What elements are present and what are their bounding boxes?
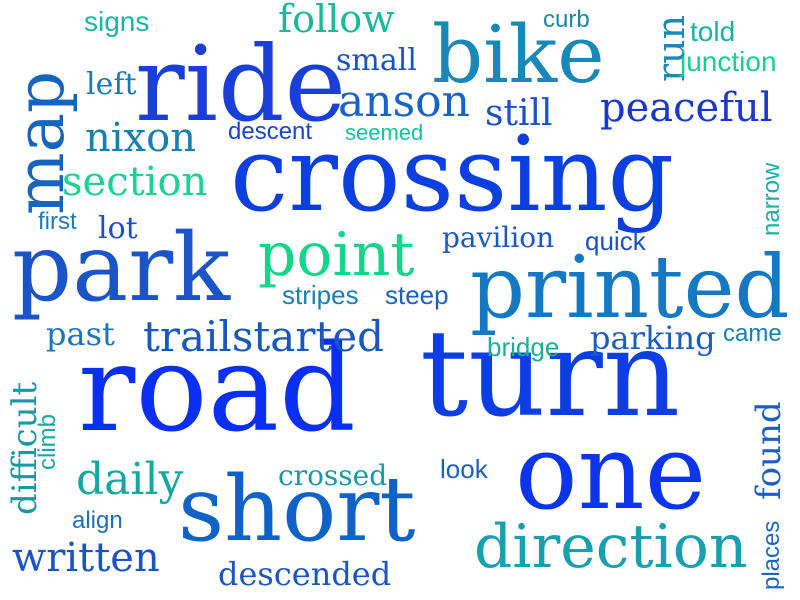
word-small: small bbox=[336, 43, 417, 78]
word-lot: lot bbox=[98, 211, 138, 246]
word-daily: daily bbox=[76, 454, 184, 505]
word-quick: quick bbox=[585, 226, 646, 256]
word-ride: ride bbox=[135, 23, 347, 145]
word-descent: descent bbox=[228, 118, 313, 145]
word-seemed: seemed bbox=[345, 120, 424, 145]
word-came: came bbox=[723, 320, 782, 347]
word-crossing: crossing bbox=[230, 113, 675, 235]
word-section: section bbox=[62, 159, 208, 205]
word-steep: steep bbox=[385, 280, 449, 310]
word-written: written bbox=[12, 535, 160, 581]
word-narrow: narrow bbox=[758, 162, 785, 236]
word-crossed: crossed bbox=[278, 459, 388, 492]
word-short: short bbox=[178, 457, 416, 562]
word-look: look bbox=[440, 454, 488, 484]
word-past: past bbox=[46, 315, 115, 353]
word-found: found bbox=[749, 401, 789, 500]
word-align: align bbox=[72, 507, 123, 534]
word-follow: follow bbox=[278, 0, 395, 41]
word-direction: direction bbox=[474, 512, 748, 582]
word-anson: anson bbox=[338, 76, 470, 127]
word-places: places bbox=[758, 520, 785, 590]
word-descended: descended bbox=[218, 555, 392, 593]
word-first: first bbox=[38, 208, 77, 235]
word-told: told bbox=[690, 16, 736, 47]
word-peaceful: peaceful bbox=[600, 85, 773, 131]
word-park: park bbox=[12, 214, 231, 323]
word-printed: printed bbox=[470, 238, 790, 338]
word-pavilion: pavilion bbox=[442, 221, 555, 254]
word-bike: bike bbox=[432, 8, 605, 101]
word-stripes: stripes bbox=[282, 280, 359, 310]
word-still: still bbox=[485, 93, 553, 134]
word-signs: signs bbox=[84, 6, 150, 37]
word-climb: climb bbox=[34, 413, 61, 470]
word-trailstarted: trailstarted bbox=[143, 312, 385, 361]
word-parking: parking bbox=[590, 319, 716, 357]
word-curb: curb bbox=[543, 6, 590, 33]
word-point: point bbox=[258, 220, 415, 290]
word-bridge: bridge bbox=[487, 332, 560, 362]
word-one: one bbox=[515, 411, 707, 533]
word-road: road bbox=[78, 320, 356, 459]
word-turn: turn bbox=[420, 305, 681, 444]
word-left: left bbox=[86, 67, 137, 102]
word-nixon: nixon bbox=[85, 115, 196, 161]
word-junction: junction bbox=[680, 46, 777, 77]
